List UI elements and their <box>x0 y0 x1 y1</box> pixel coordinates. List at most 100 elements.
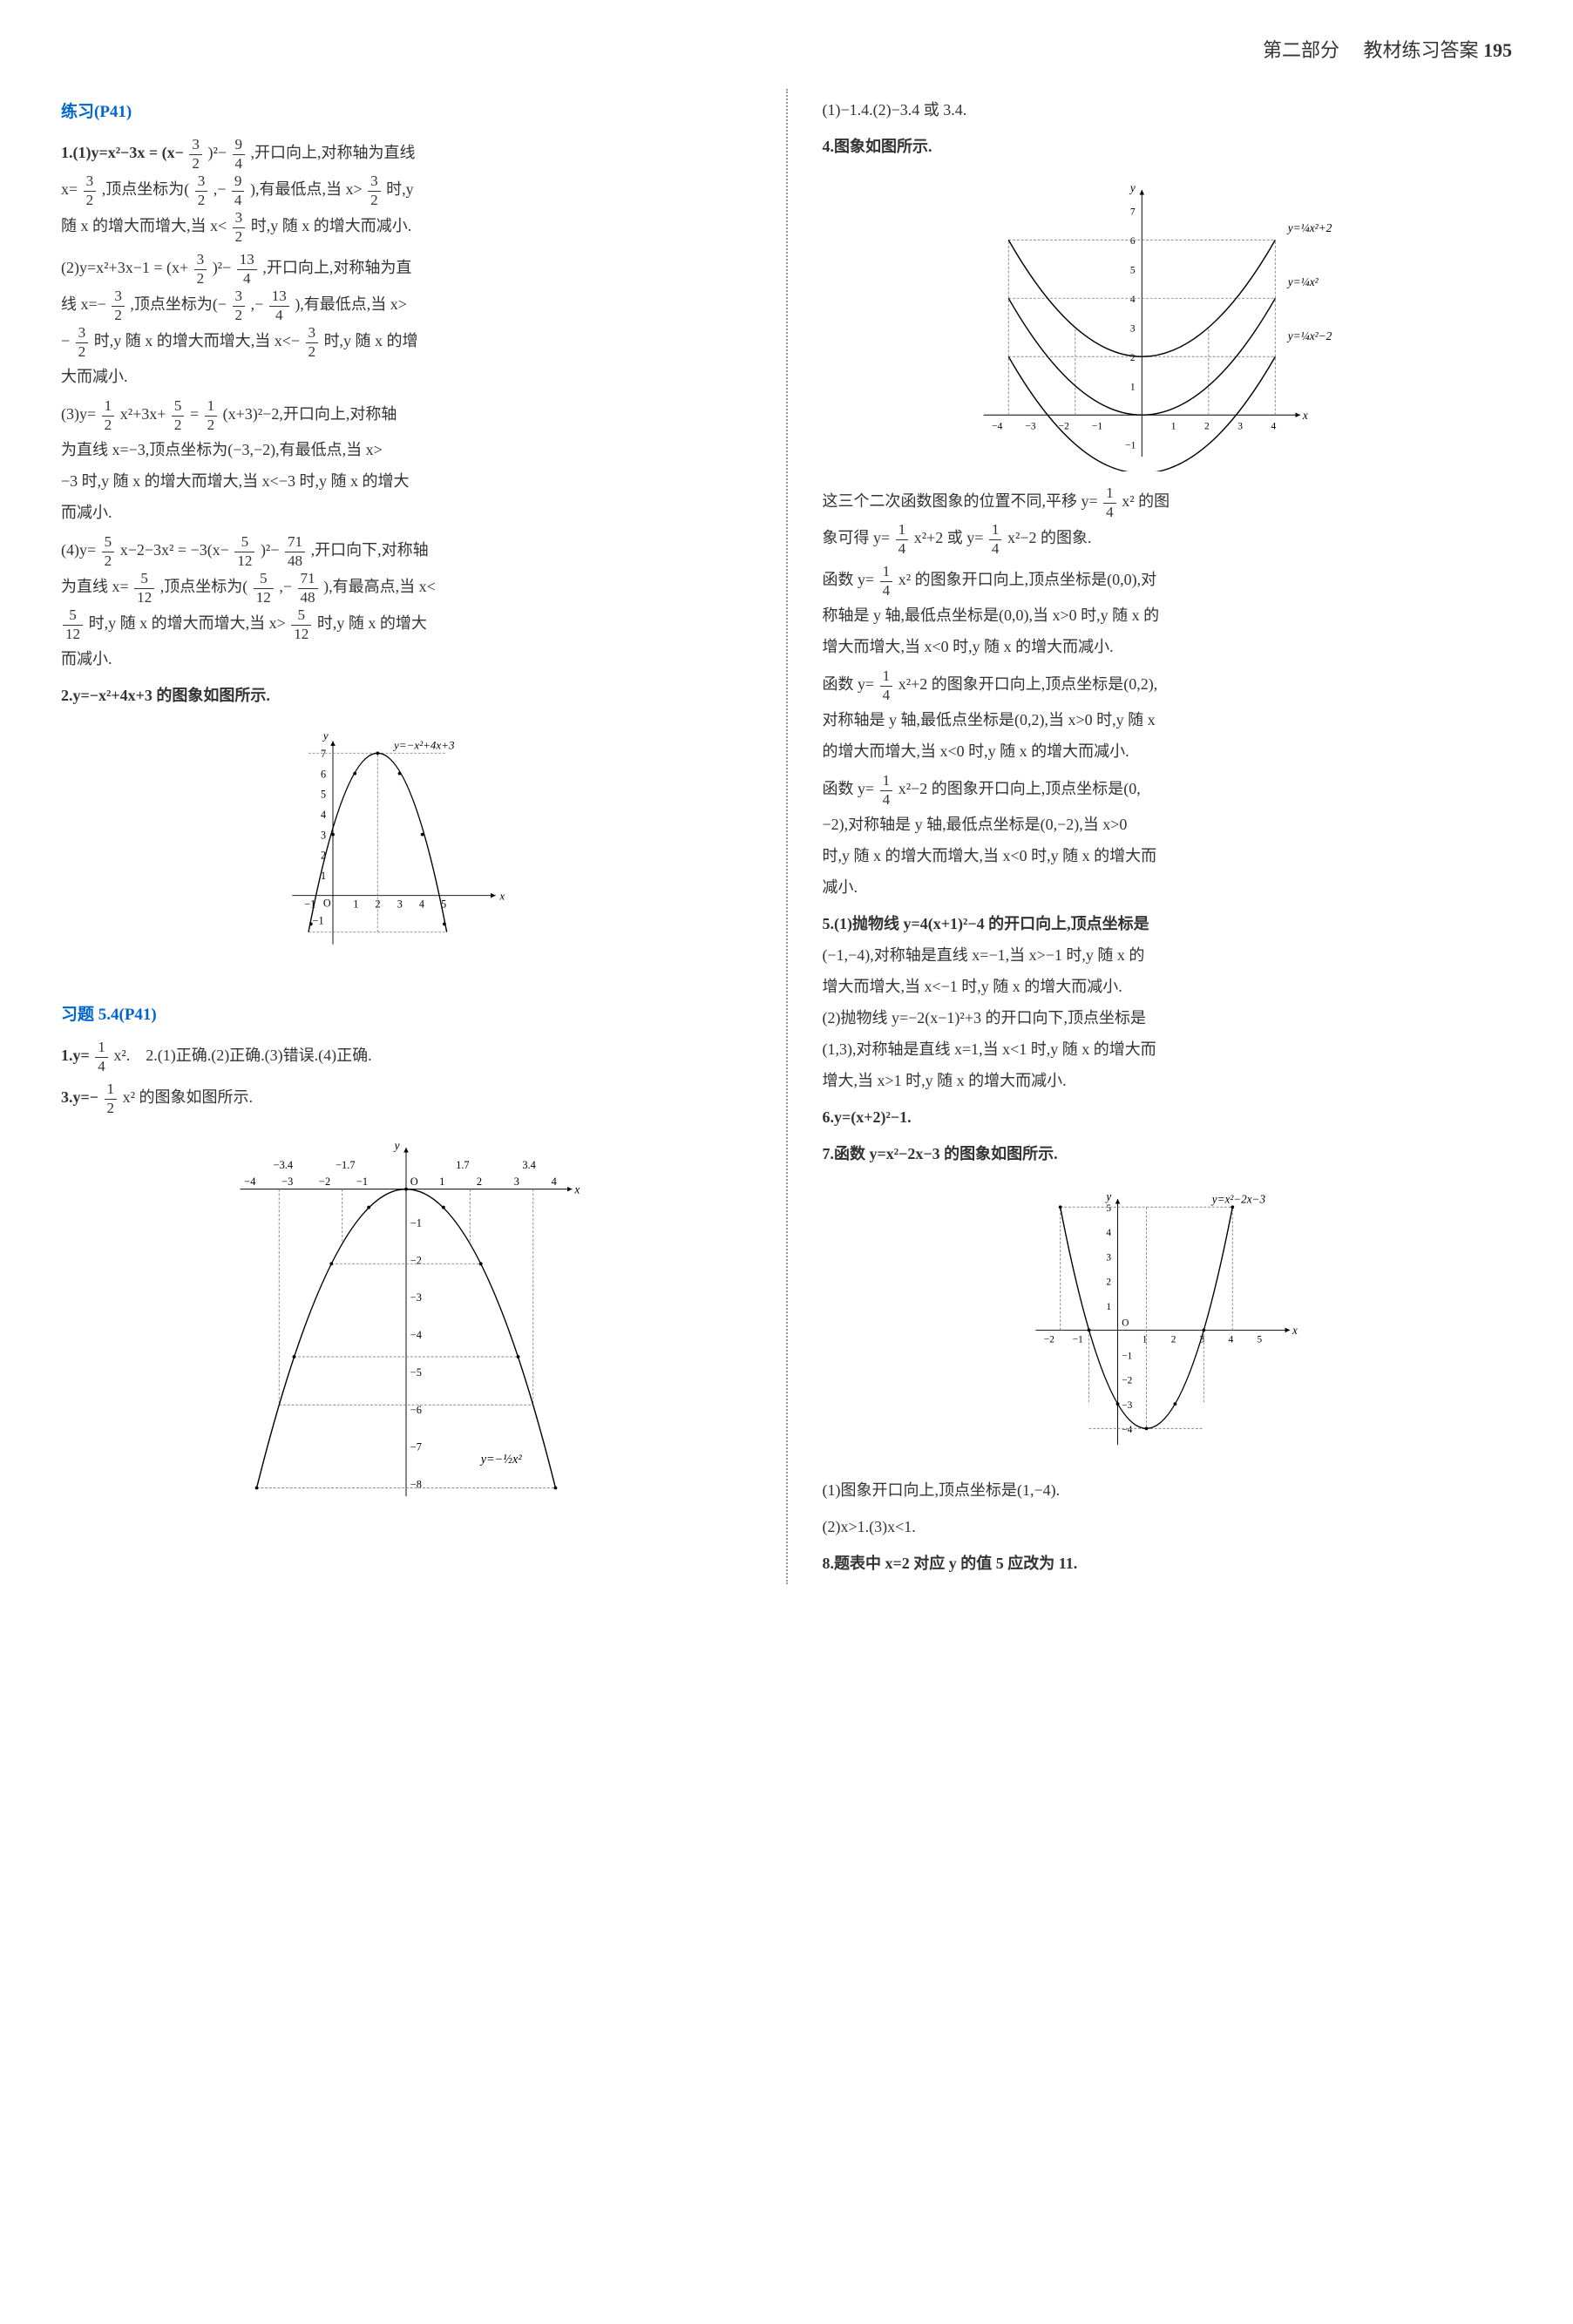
page-number: 195 <box>1483 39 1512 61</box>
svg-text:−3: −3 <box>1122 1400 1132 1411</box>
problem-r1: (1)−1.4.(2)−3.4 或 3.4. <box>823 94 1513 125</box>
svg-text:−1: −1 <box>1092 421 1102 431</box>
fraction-icon: 14 <box>880 772 893 809</box>
fraction-icon: 32 <box>112 288 125 324</box>
svg-text:y: y <box>1129 181 1136 194</box>
problem-8: 8.题表中 x=2 对应 y 的值 5 应改为 11. <box>823 1548 1513 1579</box>
svg-text:−4: −4 <box>1122 1425 1132 1435</box>
svg-text:y: y <box>1105 1190 1112 1203</box>
fraction-icon: 14 <box>989 521 1002 558</box>
svg-text:O: O <box>1122 1318 1129 1329</box>
paragraph-r4: 函数 y= 14 x² 的图象开口向上,顶点坐标是(0,0),对 称轴是 y 轴… <box>823 563 1513 662</box>
svg-text:−2: −2 <box>410 1254 422 1266</box>
section-title-p41: 练习(P41) <box>61 96 751 129</box>
problem-ex3: 3.y=− 12 x² 的图象如图所示. <box>61 1081 751 1117</box>
fraction-icon: 94 <box>233 136 246 173</box>
fraction-icon: 14 <box>95 1039 108 1075</box>
paragraph-r3: 这三个二次函数图象的位置不同,平移 y= 14 x² 的图 象可得 y= 14 … <box>823 484 1513 558</box>
fraction-icon: 12 <box>105 1081 118 1117</box>
svg-text:−1: −1 <box>312 914 323 926</box>
svg-text:−1: −1 <box>1122 1351 1132 1361</box>
fraction-icon: 14 <box>880 563 893 600</box>
fraction-icon: 14 <box>896 521 909 558</box>
svg-text:−4: −4 <box>992 421 1002 431</box>
column-divider <box>786 89 788 1584</box>
problem-5: 5.(1)抛物线 y=4(x+1)²−4 的开口向上,顶点坐标是 (−1,−4)… <box>823 908 1513 1096</box>
figure-three-parabolas: x y −4−3 −2−1 12 34 12 34 567 −1 y=¼x²+2… <box>975 175 1359 471</box>
svg-text:2: 2 <box>1204 421 1210 431</box>
fraction-icon: 14 <box>1103 484 1116 521</box>
svg-text:y=¼x²: y=¼x² <box>1286 275 1319 288</box>
svg-text:y: y <box>392 1139 399 1152</box>
svg-text:−2: −2 <box>1044 1335 1054 1345</box>
fraction-icon: 12 <box>102 397 115 434</box>
svg-text:5: 5 <box>321 789 326 801</box>
fraction-icon: 32 <box>306 324 319 361</box>
svg-text:4: 4 <box>419 898 424 911</box>
svg-text:−1.7: −1.7 <box>336 1159 355 1171</box>
svg-text:3: 3 <box>1107 1252 1112 1263</box>
svg-text:2: 2 <box>375 898 380 911</box>
svg-text:−2: −2 <box>319 1176 330 1188</box>
fraction-icon: 32 <box>233 288 246 324</box>
svg-text:7: 7 <box>321 748 326 760</box>
svg-text:6: 6 <box>1130 236 1136 247</box>
page-header: 第二部分 教材练习答案 195 <box>61 35 1512 63</box>
svg-text:4: 4 <box>321 809 326 821</box>
svg-text:2: 2 <box>1107 1277 1112 1288</box>
fraction-icon: 52 <box>172 397 185 434</box>
svg-text:2: 2 <box>1171 1335 1176 1345</box>
paragraph-r5: 函数 y= 14 x²+2 的图象开口向上,顶点坐标是(0,2), 对称轴是 y… <box>823 667 1513 767</box>
svg-text:−1: −1 <box>1125 440 1136 451</box>
figure-parabola-4: x y O −2−1 12 345 12 345 −1−2 −3−4 y=x²−… <box>1027 1182 1306 1461</box>
svg-text:y=−½x²: y=−½x² <box>478 1453 522 1467</box>
two-column-layout: 练习(P41) 1.(1)y=x²−3x = (x− 32 )²− 94 ,开口… <box>61 89 1512 1584</box>
fraction-icon: 512 <box>134 570 154 606</box>
fraction-icon: 32 <box>189 136 202 173</box>
svg-text:−1: −1 <box>356 1176 368 1188</box>
svg-text:1: 1 <box>439 1176 444 1188</box>
problem-2: 2.y=−x²+4x+3 的图象如图所示. <box>61 680 751 711</box>
svg-text:3: 3 <box>1238 421 1244 431</box>
fraction-icon: 134 <box>269 288 289 324</box>
svg-text:−1: −1 <box>1073 1335 1083 1345</box>
problem-r2: 4.图象如图所示. <box>823 131 1513 162</box>
svg-text:−3: −3 <box>281 1176 293 1188</box>
fraction-icon: 14 <box>880 667 893 704</box>
svg-text:4: 4 <box>1229 1335 1234 1345</box>
svg-text:x: x <box>1302 409 1308 422</box>
svg-text:y: y <box>322 728 329 742</box>
problem-7-1: (1)图象开口向上,顶点坐标是(1,−4). <box>823 1474 1513 1506</box>
svg-text:1: 1 <box>1171 421 1176 431</box>
svg-text:4: 4 <box>1271 421 1277 431</box>
fraction-icon: 7148 <box>298 570 318 606</box>
fraction-icon: 32 <box>368 173 381 209</box>
problem-1-4: (4)y= 52 x−2−3x² = −3(x− 512 )²− 7148 ,开… <box>61 533 751 674</box>
svg-text:5: 5 <box>1258 1335 1263 1345</box>
svg-text:−3.4: −3.4 <box>273 1159 292 1171</box>
svg-text:−4: −4 <box>244 1176 255 1188</box>
svg-text:−1: −1 <box>410 1216 422 1229</box>
fraction-icon: 32 <box>233 209 246 246</box>
svg-text:3: 3 <box>514 1176 519 1188</box>
svg-text:4: 4 <box>1130 295 1136 305</box>
fraction-icon: 32 <box>84 173 97 209</box>
svg-text:3: 3 <box>321 829 326 841</box>
section-title-5-4: 习题 5.4(P41) <box>61 999 751 1032</box>
svg-text:x: x <box>573 1182 580 1196</box>
fraction-icon: 52 <box>102 533 115 570</box>
svg-text:−6: −6 <box>410 1404 422 1416</box>
fraction-icon: 12 <box>205 397 218 434</box>
fraction-icon: 32 <box>76 324 89 361</box>
svg-text:y=¼x²+2: y=¼x²+2 <box>1286 221 1332 234</box>
svg-text:y=x²−2x−3: y=x²−2x−3 <box>1210 1193 1266 1206</box>
svg-text:−4: −4 <box>410 1329 422 1341</box>
svg-text:3: 3 <box>1130 324 1136 335</box>
fraction-icon: 512 <box>291 606 311 643</box>
fraction-icon: 512 <box>254 570 274 606</box>
right-column: (1)−1.4.(2)−3.4 或 3.4. 4.图象如图所示. x y −4 −… <box>823 89 1513 1584</box>
figure-parabola-1: x y O −1 12 345 12 34 567 −1 y=−x²+4x+3 <box>284 724 528 986</box>
fraction-icon: 94 <box>232 173 245 209</box>
problem-1-3: (3)y= 12 x²+3x+ 52 = 12 (x+3)²−2,开口向上,对称… <box>61 397 751 528</box>
svg-text:y=−x²+4x+3: y=−x²+4x+3 <box>392 739 455 752</box>
